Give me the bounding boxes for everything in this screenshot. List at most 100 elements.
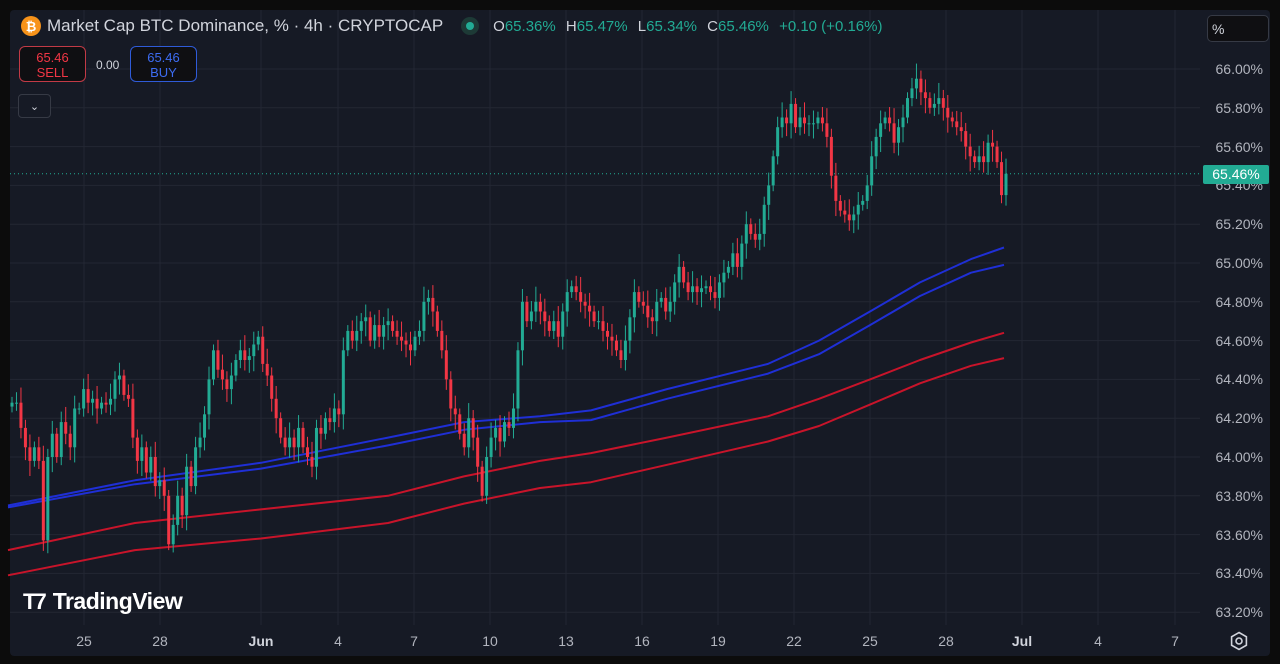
- change-value: +0.10 (+0.16%): [779, 17, 883, 35]
- collapse-legend-button[interactable]: ⌄: [18, 94, 51, 118]
- candle-body: [185, 466, 189, 516]
- candle-body: [194, 447, 198, 487]
- candle-body: [825, 123, 829, 137]
- candle-body: [570, 286, 574, 293]
- candle-body: [619, 350, 623, 360]
- candle-body: [1004, 173, 1008, 196]
- candle-body: [686, 282, 690, 293]
- candle-body: [252, 344, 256, 357]
- time-tick-label: 25: [76, 633, 92, 649]
- candle-body: [991, 142, 995, 147]
- candle-body: [744, 224, 748, 244]
- candle-body: [422, 301, 426, 331]
- candle-body: [68, 433, 72, 448]
- tradingview-logo[interactable]: T7 TradingView: [23, 588, 183, 615]
- candle-body: [471, 418, 475, 438]
- buy-price: 65.46: [147, 50, 180, 65]
- last-price-label: 65.46%: [1203, 165, 1269, 184]
- candle-body: [579, 292, 583, 302]
- candle-body: [77, 408, 81, 410]
- candle-body: [919, 78, 923, 93]
- candle-body: [740, 243, 744, 267]
- candle-body: [574, 286, 578, 293]
- candle-body: [144, 447, 148, 473]
- candle-body: [950, 117, 954, 122]
- price-tick-label: 65.80%: [1215, 99, 1263, 116]
- candle-body: [413, 336, 417, 351]
- candle-body: [220, 369, 224, 380]
- candle-body: [10, 402, 14, 407]
- candle-body: [100, 402, 104, 409]
- candle-body: [959, 127, 963, 132]
- candle-body: [597, 321, 601, 323]
- time-tick-label: 28: [152, 633, 168, 649]
- time-tick-label: 7: [410, 633, 418, 649]
- candle-body: [785, 117, 789, 124]
- close-value: 65.46%: [718, 17, 769, 35]
- sell-price: 65.46: [36, 50, 69, 65]
- candle-body: [346, 330, 350, 351]
- candle-body: [337, 408, 341, 415]
- candle-body: [995, 146, 999, 163]
- candle-body: [552, 321, 556, 331]
- candle-body: [19, 402, 23, 428]
- candle-body: [368, 317, 372, 341]
- candle-body: [113, 379, 117, 399]
- symbol-title[interactable]: Market Cap BTC Dominance, % · 4h · CRYPT…: [47, 16, 444, 35]
- time-tick-label: 10: [482, 633, 498, 649]
- settings-icon[interactable]: [1229, 631, 1249, 651]
- candle-body: [41, 460, 45, 541]
- candle-body: [498, 427, 502, 442]
- candle-body: [838, 200, 842, 211]
- candle-body: [332, 408, 336, 423]
- candle-body: [798, 117, 802, 128]
- candle-body: [435, 311, 439, 331]
- candle-body: [364, 317, 368, 322]
- candle-body: [977, 156, 981, 163]
- candle-body: [776, 127, 780, 157]
- candle-body: [883, 117, 887, 124]
- chart-legend: ₿ Market Cap BTC Dominance, % · 4h · CRY…: [21, 16, 888, 36]
- candle-body: [753, 233, 757, 240]
- candle-body: [480, 466, 484, 496]
- candle-body: [408, 344, 412, 351]
- candle-body: [543, 311, 547, 322]
- time-tick-label: 7: [1171, 633, 1179, 649]
- candle-body: [682, 266, 686, 283]
- candle-body: [391, 321, 395, 331]
- candle-body: [314, 427, 318, 467]
- candle-body: [834, 175, 838, 201]
- price-tick-label: 64.00%: [1215, 449, 1263, 465]
- candle-body: [355, 330, 359, 341]
- candle-body: [650, 317, 654, 322]
- price-scale-unit-button[interactable]: %: [1207, 15, 1269, 42]
- market-status-icon[interactable]: [461, 17, 480, 35]
- candle-body: [238, 350, 242, 360]
- chart-panel[interactable]: [10, 10, 1270, 656]
- candle-body: [28, 447, 32, 461]
- candle-body: [32, 447, 36, 461]
- candle-body: [847, 214, 851, 221]
- candle-body: [274, 398, 278, 419]
- candle-body: [691, 286, 695, 293]
- candle-body: [820, 117, 824, 124]
- candle-body: [637, 292, 641, 302]
- candle-body: [283, 437, 287, 448]
- candle-body: [444, 350, 448, 380]
- candle-body: [122, 375, 126, 395]
- buy-label: BUY: [150, 65, 177, 80]
- candle-body: [700, 288, 704, 293]
- candle-body: [901, 117, 905, 128]
- candle-body: [583, 301, 587, 306]
- candle-body: [614, 340, 618, 351]
- candle-body: [982, 156, 986, 163]
- candle-body: [476, 437, 480, 467]
- sell-button[interactable]: 65.46 SELL: [19, 46, 86, 82]
- candle-body: [198, 437, 202, 448]
- candle-body: [973, 156, 977, 163]
- candle-body: [762, 204, 766, 234]
- candle-body: [561, 311, 565, 337]
- candle-body: [167, 495, 171, 545]
- buy-button[interactable]: 65.46 BUY: [130, 46, 197, 82]
